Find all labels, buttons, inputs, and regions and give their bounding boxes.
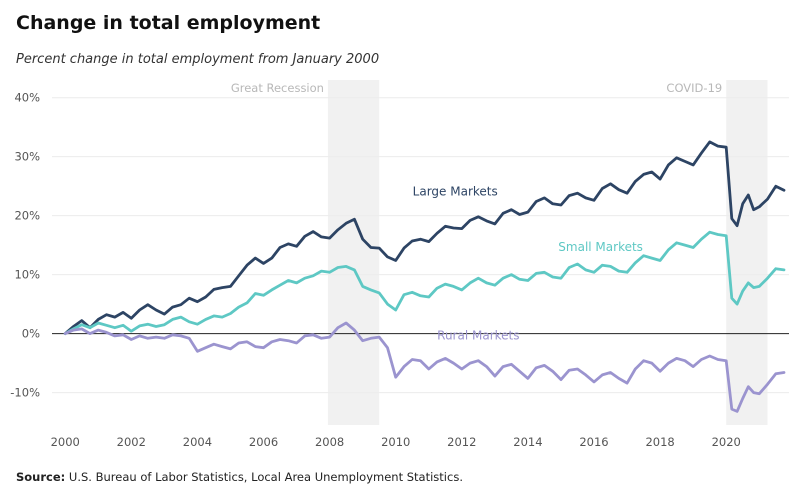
chart-title: Change in total employment [16, 12, 321, 34]
x-tick-label: 2000 [51, 435, 80, 449]
series-label: Rural Markets [437, 328, 519, 342]
source-text: U.S. Bureau of Labor Statistics, Local A… [68, 470, 463, 484]
x-tick-label: 2010 [381, 435, 410, 449]
x-tick-label: 2006 [249, 435, 278, 449]
x-tick-label: 2004 [183, 435, 212, 449]
series-line-large-markets [63, 140, 786, 335]
series-label: Large Markets [413, 185, 498, 199]
x-tick-label: 2018 [645, 435, 674, 449]
y-tick-label: 0% [22, 327, 40, 341]
series-label: Small Markets [558, 240, 643, 254]
source-note: Source: U.S. Bureau of Labor Statistics,… [16, 470, 463, 484]
y-tick-label: 10% [14, 268, 40, 282]
y-tick-label: 20% [14, 209, 40, 223]
series-line-small-markets [63, 230, 786, 335]
x-tick-label: 2016 [579, 435, 608, 449]
series-line-rural-markets [63, 321, 786, 413]
x-tick-label: 2014 [513, 435, 542, 449]
y-tick-label: -10% [10, 386, 40, 400]
shaded-period-0 [327, 80, 380, 425]
chart-subtitle: Percent change in total employment from … [16, 52, 380, 67]
y-tick-label: 40% [14, 91, 40, 105]
source-label: Source: [16, 470, 66, 484]
x-tick-label: 2008 [315, 435, 344, 449]
y-tick-label: 30% [14, 150, 40, 164]
x-tick-label: 2002 [117, 435, 146, 449]
shaded-period-1 [726, 80, 768, 425]
shaded-period-label: COVID-19 [666, 81, 722, 95]
x-tick-label: 2012 [447, 435, 476, 449]
shaded-period-label: Great Recession [231, 81, 324, 95]
x-tick-label: 2020 [712, 435, 741, 449]
